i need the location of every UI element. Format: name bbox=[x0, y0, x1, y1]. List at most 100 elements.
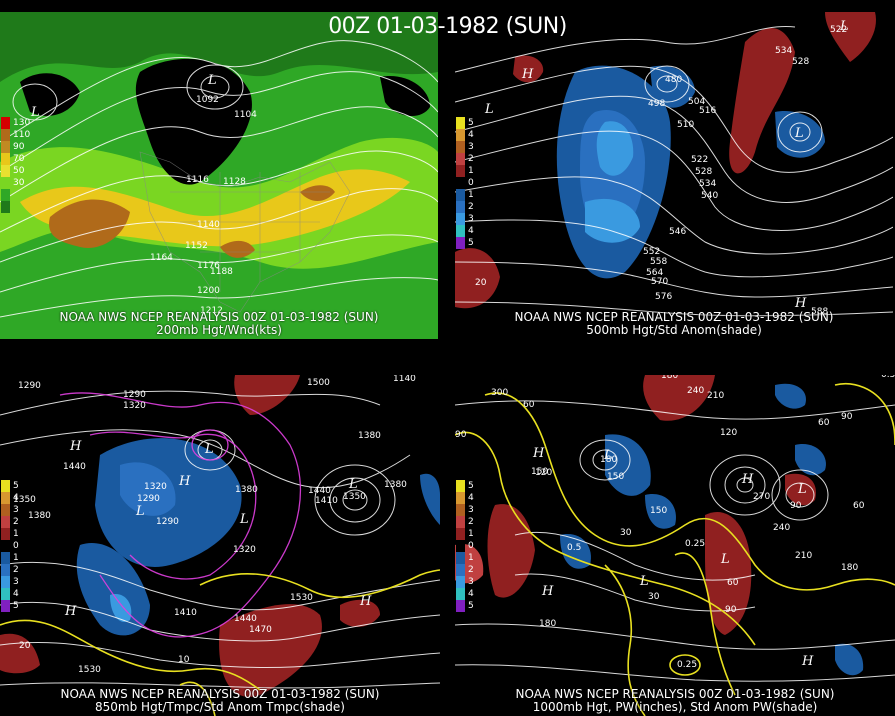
svg-text:1212: 1212 bbox=[200, 306, 223, 316]
legend-entry: 5 bbox=[1, 600, 19, 612]
legend-label: 130 bbox=[13, 118, 31, 128]
legend-entry: 4 bbox=[1, 492, 19, 504]
legend-entry bbox=[1, 201, 30, 213]
legend-swatch bbox=[1, 540, 10, 552]
legend-label: 0 bbox=[468, 541, 474, 551]
svg-text:522: 522 bbox=[691, 155, 708, 165]
svg-text:L: L bbox=[204, 442, 214, 457]
svg-text:1530: 1530 bbox=[78, 665, 101, 675]
legend-label: 4 bbox=[13, 493, 19, 503]
legend-label: 3 bbox=[468, 214, 474, 224]
legend-swatch bbox=[456, 165, 465, 177]
svg-text:1320: 1320 bbox=[233, 545, 256, 555]
svg-text:60: 60 bbox=[727, 578, 739, 588]
legend-850mb: 5 4 3 2 1 0 1 2 3 4 5 bbox=[1, 480, 19, 612]
legend-label: 4 bbox=[468, 589, 474, 599]
legend-1000mb: 5 4 3 2 1 0 1 2 3 4 5 bbox=[456, 480, 474, 612]
caption-source-500mb: NOAA NWS NCEP REANALYSIS 00Z 01-03-1982 … bbox=[514, 310, 834, 324]
legend-label: 5 bbox=[13, 601, 19, 611]
svg-text:240: 240 bbox=[773, 523, 790, 533]
legend-500mb: 5 4 3 2 1 0 1 2 3 4 5 bbox=[456, 117, 474, 249]
panel-200mb: 1092 1104 1116 1128 1140 1152 1164 1176 1188… bbox=[0, 12, 438, 339]
svg-text:1200: 1200 bbox=[197, 286, 220, 296]
svg-text:180: 180 bbox=[539, 619, 556, 629]
legend-swatch bbox=[456, 201, 465, 213]
svg-text:120: 120 bbox=[720, 428, 737, 438]
svg-text:300: 300 bbox=[491, 388, 508, 398]
legend-entry: 90 bbox=[1, 141, 30, 153]
svg-text:1116: 1116 bbox=[186, 175, 209, 185]
svg-text:564: 564 bbox=[646, 268, 663, 278]
legend-swatch bbox=[456, 576, 465, 588]
legend-label: 4 bbox=[468, 493, 474, 503]
svg-text:150: 150 bbox=[531, 467, 548, 477]
legend-label: 0 bbox=[13, 541, 19, 551]
svg-text:1176: 1176 bbox=[197, 261, 220, 271]
legend-label: 1 bbox=[468, 553, 474, 563]
legend-entry: 0 bbox=[1, 540, 19, 552]
legend-label: 0 bbox=[468, 178, 474, 188]
legend-label: 5 bbox=[468, 238, 474, 248]
svg-text:480: 480 bbox=[665, 75, 682, 85]
caption-source-850mb: NOAA NWS NCEP REANALYSIS 00Z 01-03-1982 … bbox=[60, 687, 380, 701]
legend-swatch bbox=[1, 201, 10, 213]
caption-source-200mb: NOAA NWS NCEP REANALYSIS 00Z 01-03-1982 … bbox=[59, 310, 379, 324]
svg-text:1320: 1320 bbox=[144, 482, 167, 492]
legend-label: 1 bbox=[468, 190, 474, 200]
legend-entry: 2 bbox=[456, 201, 474, 213]
svg-text:270: 270 bbox=[753, 492, 770, 502]
caption-field-850mb: 850mb Hgt/Tmpc/Std Anom Tmpc(shade) bbox=[95, 700, 345, 714]
svg-text:1350: 1350 bbox=[343, 492, 366, 502]
svg-text:1092: 1092 bbox=[196, 95, 219, 105]
legend-entry: 1 bbox=[456, 528, 474, 540]
svg-text:1500: 1500 bbox=[307, 378, 330, 388]
svg-text:1290: 1290 bbox=[123, 390, 146, 400]
legend-entry: 70 bbox=[1, 153, 30, 165]
legend-label: 50 bbox=[13, 166, 25, 176]
caption-field-500mb: 500mb Hgt/Std Anom(shade) bbox=[586, 323, 762, 337]
legend-entry: 2 bbox=[456, 153, 474, 165]
legend-entry: 5 bbox=[456, 600, 474, 612]
legend-entry: 50 bbox=[1, 165, 30, 177]
svg-text:60: 60 bbox=[853, 501, 865, 511]
legend-swatch bbox=[456, 225, 465, 237]
legend-entry: 3 bbox=[456, 213, 474, 225]
legend-entry: 1 bbox=[1, 552, 19, 564]
legend-entry bbox=[1, 189, 30, 201]
legend-swatch bbox=[456, 177, 465, 189]
svg-text:1320: 1320 bbox=[123, 401, 146, 411]
legend-label: 2 bbox=[13, 565, 19, 575]
legend-entry: 1 bbox=[456, 189, 474, 201]
svg-text:H: H bbox=[541, 584, 554, 599]
legend-entry: 30 bbox=[1, 177, 30, 189]
svg-text:H: H bbox=[801, 654, 814, 669]
svg-text:H: H bbox=[521, 67, 534, 82]
svg-text:528: 528 bbox=[792, 57, 809, 67]
svg-text:1140: 1140 bbox=[197, 220, 220, 230]
legend-entry: 4 bbox=[456, 492, 474, 504]
legend-swatch bbox=[456, 540, 465, 552]
panel-1000mb: 300 60 180 240 210 120 90 120 150 180 150 150 … bbox=[455, 375, 895, 716]
main-title: 00Z 01-03-1982 (SUN) bbox=[328, 14, 567, 39]
svg-text:1128: 1128 bbox=[223, 177, 246, 187]
legend-swatch bbox=[1, 576, 10, 588]
svg-text:H: H bbox=[178, 474, 191, 489]
svg-text:528: 528 bbox=[695, 167, 712, 177]
legend-swatch bbox=[1, 552, 10, 564]
legend-entry: 2 bbox=[456, 564, 474, 576]
svg-text:1188: 1188 bbox=[210, 267, 233, 277]
legend-swatch bbox=[456, 588, 465, 600]
panel-500mb: 480 498 504 516 510 522 528 534 540 546 552 55… bbox=[455, 12, 893, 339]
svg-text:L: L bbox=[348, 477, 358, 492]
svg-text:558: 558 bbox=[650, 257, 667, 267]
legend-entry: 5 bbox=[1, 480, 19, 492]
svg-text:1380: 1380 bbox=[384, 480, 407, 490]
legend-label: 1 bbox=[468, 529, 474, 539]
legend-entry: 1 bbox=[1, 528, 19, 540]
legend-entry: 2 bbox=[456, 516, 474, 528]
svg-text:20: 20 bbox=[19, 641, 31, 651]
legend-swatch bbox=[456, 480, 465, 492]
legend-swatch bbox=[1, 189, 10, 201]
legend-entry: 3 bbox=[1, 504, 19, 516]
